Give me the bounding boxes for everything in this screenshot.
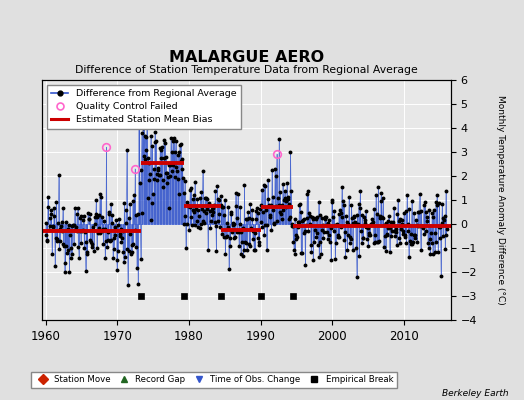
Text: Berkeley Earth: Berkeley Earth [442, 389, 508, 398]
Legend: Difference from Regional Average, Quality Control Failed, Estimated Station Mean: Difference from Regional Average, Qualit… [47, 85, 241, 129]
Text: Difference of Station Temperature Data from Regional Average: Difference of Station Temperature Data f… [75, 65, 418, 75]
Legend: Station Move, Record Gap, Time of Obs. Change, Empirical Break: Station Move, Record Gap, Time of Obs. C… [30, 372, 397, 388]
Text: MALARGUE AERO: MALARGUE AERO [169, 50, 324, 66]
Y-axis label: Monthly Temperature Anomaly Difference (°C): Monthly Temperature Anomaly Difference (… [496, 95, 505, 305]
